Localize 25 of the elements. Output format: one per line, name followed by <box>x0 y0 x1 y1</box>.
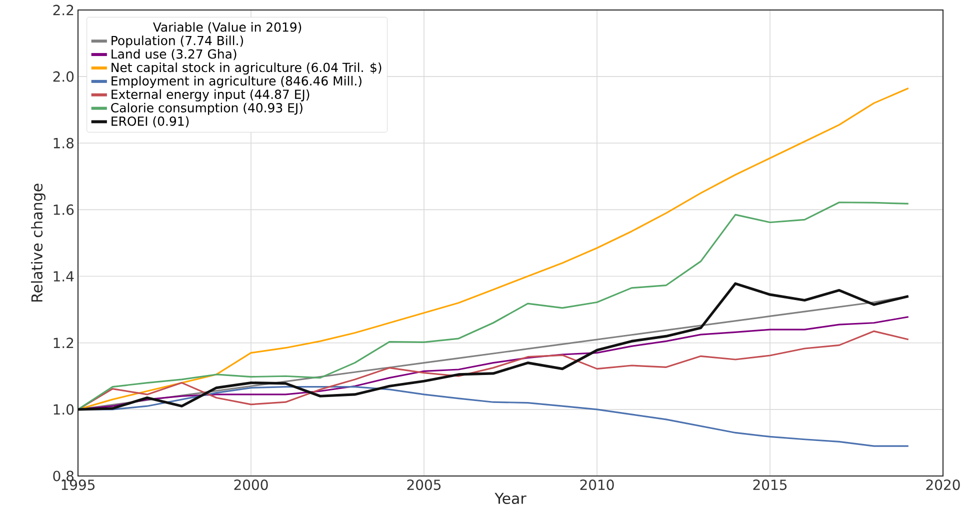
legend-label: Calorie consumption (40.93 EJ) <box>111 102 302 115</box>
y-tick-label: 1.2 <box>54 338 74 348</box>
legend-label: Employment in agriculture (846.46 Mill.) <box>112 76 362 88</box>
x-tick-label: 2010 <box>580 480 614 490</box>
legend-label: EROEI (0.91) <box>112 116 189 128</box>
y-tick-label: 0.8 <box>53 470 74 482</box>
x-tick-label: 1995 <box>62 480 95 490</box>
x-tick-label: 2020 <box>926 480 960 490</box>
x-tick-label: 2005 <box>407 480 441 490</box>
x-axis-title: Year <box>494 492 526 504</box>
legend-label: External energy input (44.87 EJ) <box>112 89 310 102</box>
legend-label: Land use (3.27 Gha) <box>112 49 236 60</box>
legend-label: Population (7.74 Bill.) <box>112 36 244 48</box>
x-tick-label: 2015 <box>753 480 787 490</box>
y-axis-title: Relative change <box>31 184 46 302</box>
y-tick-label: 1.0 <box>54 404 74 415</box>
legend-title: Variable (Value in 2019) <box>153 22 302 34</box>
y-tick-label: 2.0 <box>53 71 74 82</box>
y-tick-label: 1.8 <box>54 138 74 148</box>
line-series <box>78 202 910 410</box>
y-tick-label: 1.4 <box>54 271 74 282</box>
y-tick-label: 1.6 <box>54 204 74 215</box>
y-tick-label: 2.2 <box>53 4 74 16</box>
x-tick-label: 2000 <box>234 480 268 490</box>
legend-label: Net capital stock in agriculture (6.04 Tril. $) <box>112 62 382 75</box>
